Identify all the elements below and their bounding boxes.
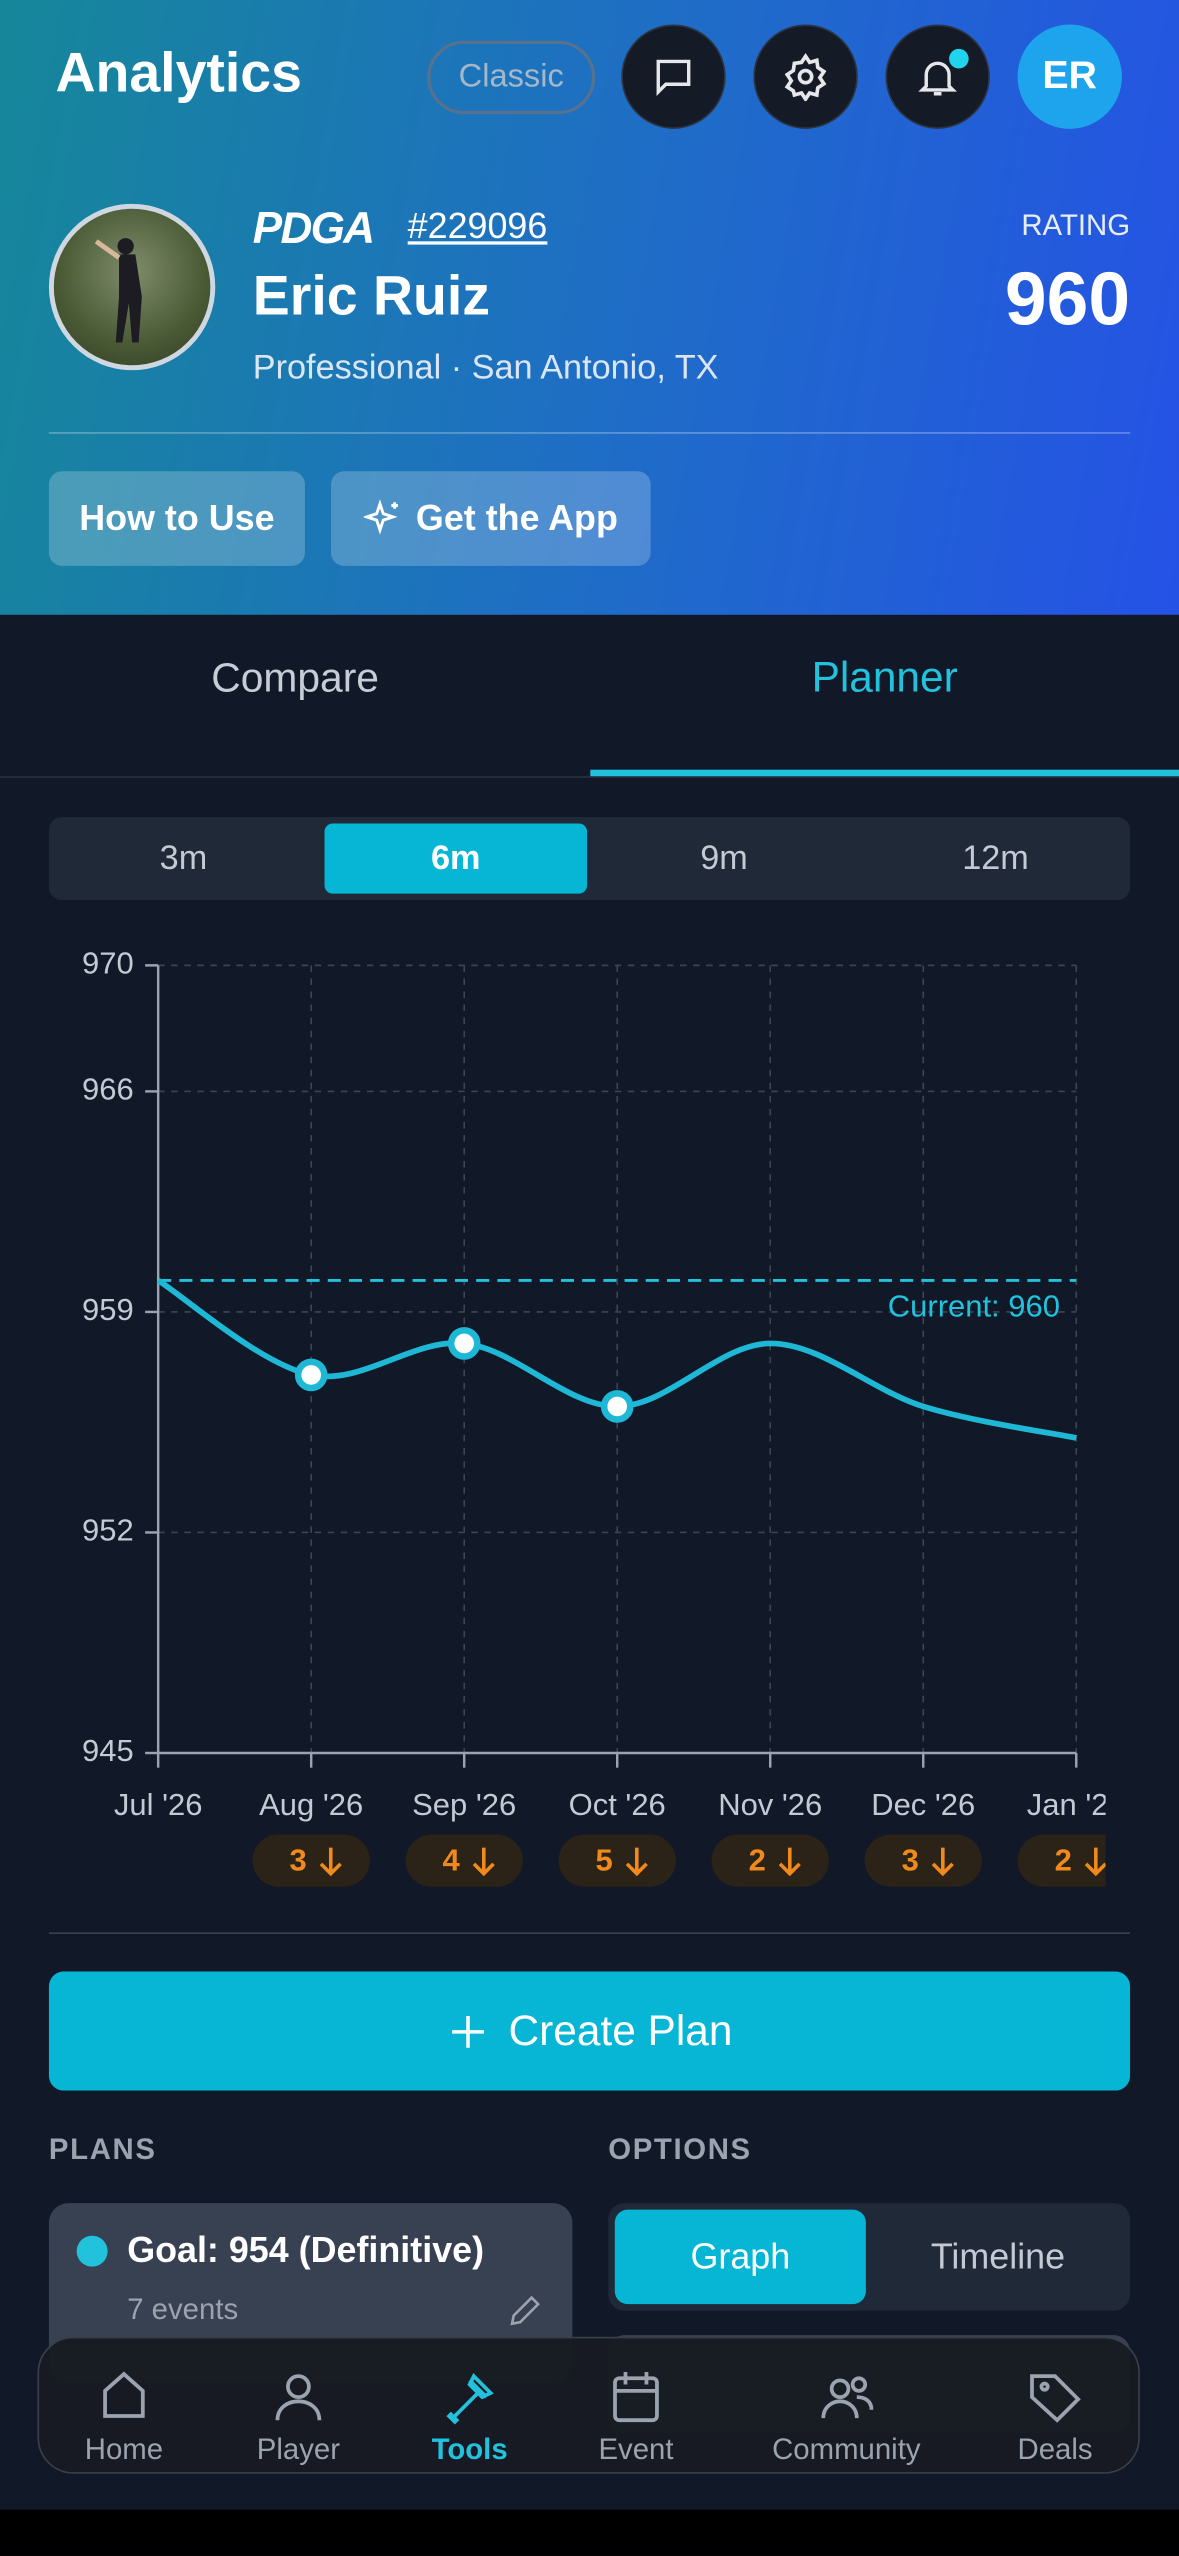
notification-dot bbox=[949, 48, 969, 69]
event-arrow bbox=[472, 1847, 495, 1877]
y-tick-label: 966 bbox=[82, 1072, 134, 1107]
option-active[interactable]: Graph bbox=[614, 2209, 866, 2305]
how-to-use-button[interactable]: How to Use bbox=[48, 471, 305, 566]
x-tick-label: Nov '26 bbox=[718, 1787, 822, 1822]
settings-button[interactable] bbox=[753, 24, 858, 129]
option[interactable]: Timeline bbox=[930, 2235, 1066, 2277]
event-arrow bbox=[1084, 1847, 1106, 1877]
player-number[interactable]: #229096 bbox=[407, 205, 548, 247]
event-arrow bbox=[931, 1847, 954, 1877]
range-option[interactable]: 9m bbox=[700, 838, 748, 877]
plan-dot bbox=[76, 2235, 108, 2267]
event-count: 2 bbox=[1055, 1842, 1072, 1877]
tab-indicator bbox=[590, 769, 1179, 777]
event-badge bbox=[1017, 1834, 1106, 1887]
nav-item[interactable]: Home bbox=[26, 2368, 222, 2467]
y-tick-label: 945 bbox=[82, 1733, 134, 1768]
button-label: Create Plan bbox=[508, 2005, 733, 2055]
divider bbox=[48, 432, 1131, 434]
nav-label: Player bbox=[256, 2433, 341, 2466]
y-tick-label: 952 bbox=[82, 1513, 134, 1548]
range-option[interactable]: 12m bbox=[962, 838, 1029, 877]
create-plan-button[interactable]: Create Plan bbox=[48, 1971, 1131, 2091]
event-count: 3 bbox=[902, 1842, 919, 1877]
nav-icon bbox=[103, 2371, 145, 2418]
reference-label: Current: 960 bbox=[888, 1288, 1060, 1323]
section-label: OPTIONS bbox=[608, 2132, 752, 2166]
avatar[interactable]: ER bbox=[1017, 24, 1122, 129]
bottom-bar bbox=[0, 2509, 1179, 2556]
event-arrow bbox=[319, 1847, 342, 1877]
nav-label: Community bbox=[772, 2433, 921, 2466]
event-badge bbox=[405, 1834, 523, 1887]
nav-icon bbox=[275, 2374, 322, 2421]
nav-label: Tools bbox=[431, 2433, 508, 2466]
notifications-button[interactable] bbox=[885, 24, 990, 129]
event-arrow bbox=[778, 1847, 801, 1877]
y-tick-label: 970 bbox=[82, 946, 134, 981]
button-label: Get the App bbox=[415, 497, 618, 539]
edit-icon[interactable] bbox=[506, 2291, 545, 2330]
nav-icon bbox=[821, 2376, 874, 2419]
y-tick-label: 959 bbox=[82, 1292, 134, 1327]
nav-icon bbox=[446, 2372, 494, 2425]
bottom-nav bbox=[37, 2336, 1140, 2474]
tab[interactable]: Compare bbox=[211, 655, 379, 702]
range-option[interactable]: 3m bbox=[159, 838, 208, 877]
event-count: 3 bbox=[290, 1842, 307, 1877]
nav-icon bbox=[613, 2371, 659, 2423]
section-label: PLANS bbox=[48, 2132, 157, 2166]
event-count: 4 bbox=[443, 1842, 461, 1877]
nav-icon bbox=[1030, 2374, 1081, 2423]
range-selector bbox=[48, 816, 1131, 901]
rating: 960 bbox=[1004, 256, 1131, 341]
nav-label: Home bbox=[84, 2433, 164, 2466]
event-arrow bbox=[625, 1847, 648, 1877]
plan-events: 7 events bbox=[127, 2292, 239, 2326]
event-badge bbox=[558, 1834, 676, 1887]
divider bbox=[48, 1932, 1131, 1935]
title: Analytics bbox=[55, 42, 302, 105]
event-badge bbox=[864, 1834, 982, 1887]
nav-item[interactable]: Event bbox=[538, 2368, 734, 2467]
event-badge bbox=[711, 1834, 829, 1887]
nav-label: Event bbox=[598, 2433, 674, 2466]
org-logo: PDGA bbox=[252, 203, 375, 253]
player-name: Eric Ruiz bbox=[252, 265, 490, 328]
divider bbox=[0, 776, 1179, 778]
get-app-button[interactable]: Get the App bbox=[331, 471, 651, 566]
event-count: 2 bbox=[749, 1842, 766, 1877]
nav-label: Deals bbox=[1017, 2433, 1093, 2466]
x-tick-label: Oct '26 bbox=[569, 1787, 666, 1822]
profile-photo bbox=[48, 203, 216, 371]
x-tick-label: Jan '27 bbox=[1027, 1787, 1126, 1822]
player-subtitle: Professional · San Antonio, TX bbox=[252, 348, 719, 387]
range-option-active[interactable]: 6m bbox=[324, 823, 588, 894]
x-tick-label: Dec '26 bbox=[871, 1787, 975, 1822]
event-badge bbox=[252, 1834, 370, 1887]
mode-toggle[interactable]: Classic bbox=[427, 40, 596, 115]
nav-item[interactable]: Player bbox=[201, 2368, 397, 2467]
messages-button[interactable] bbox=[621, 24, 726, 129]
nav-item[interactable]: Community bbox=[748, 2368, 944, 2467]
x-tick-label: Aug '26 bbox=[259, 1787, 363, 1822]
point bbox=[447, 1327, 481, 1360]
point bbox=[294, 1358, 328, 1392]
nav-item[interactable]: Tools bbox=[372, 2368, 568, 2467]
plan-title: Goal: 954 (Definitive) bbox=[127, 2229, 485, 2270]
tab-active[interactable]: Planner bbox=[811, 652, 958, 702]
rating-label: RATING bbox=[1021, 208, 1131, 242]
nav-item[interactable]: Deals bbox=[957, 2368, 1153, 2467]
point bbox=[600, 1390, 634, 1423]
x-tick-label: Sep '26 bbox=[412, 1787, 516, 1822]
x-tick-label: Jul '26 bbox=[114, 1787, 203, 1822]
event-count: 5 bbox=[596, 1842, 613, 1877]
